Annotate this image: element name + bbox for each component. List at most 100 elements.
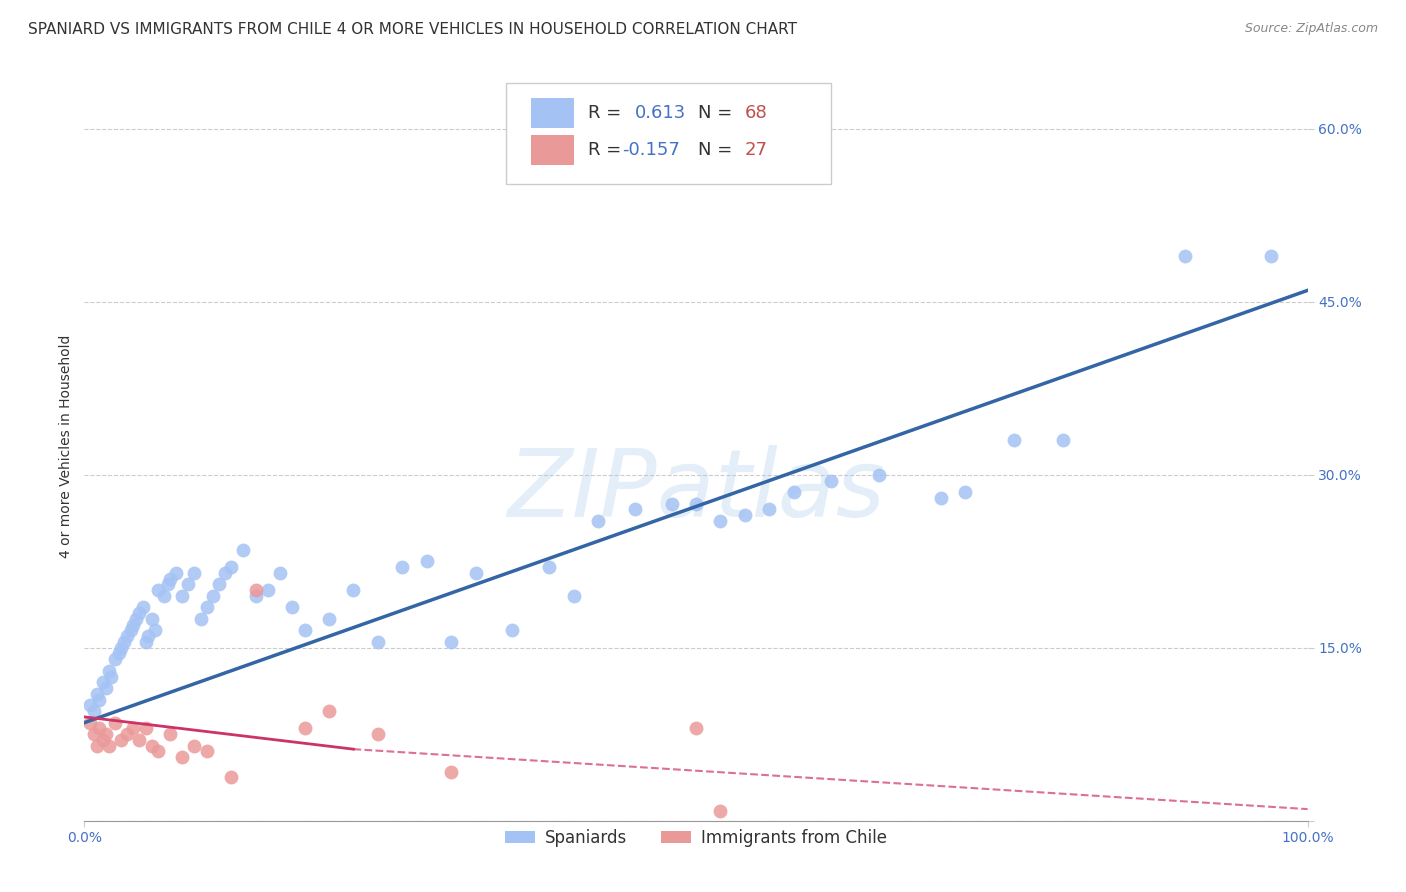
Point xyxy=(96,681,118,695)
Point xyxy=(104,715,127,730)
Point xyxy=(120,624,142,638)
Point xyxy=(107,647,129,661)
Point xyxy=(214,566,236,580)
Text: 27: 27 xyxy=(745,141,768,159)
Text: 0.613: 0.613 xyxy=(636,103,686,121)
Point xyxy=(91,733,114,747)
Point xyxy=(953,485,976,500)
Point xyxy=(294,722,316,736)
Point xyxy=(110,733,132,747)
Text: SPANIARD VS IMMIGRANTS FROM CHILE 4 OR MORE VEHICLES IN HOUSEHOLD CORRELATION CH: SPANIARD VS IMMIGRANTS FROM CHILE 4 OR M… xyxy=(28,22,797,37)
Point xyxy=(83,727,105,741)
Point xyxy=(183,566,205,580)
Point xyxy=(440,765,463,780)
Y-axis label: 4 or more Vehicles in Household: 4 or more Vehicles in Household xyxy=(59,334,73,558)
Point xyxy=(143,624,166,638)
Point xyxy=(195,744,218,758)
FancyBboxPatch shape xyxy=(531,97,574,128)
Point xyxy=(232,542,254,557)
Point xyxy=(318,704,340,718)
Point xyxy=(562,589,585,603)
Point xyxy=(219,770,242,784)
Text: ZIPatlas: ZIPatlas xyxy=(508,445,884,536)
Point xyxy=(342,583,364,598)
Point xyxy=(153,589,176,603)
Point xyxy=(245,583,267,598)
Text: -0.157: -0.157 xyxy=(623,141,681,159)
Point xyxy=(165,566,187,580)
Legend: Spaniards, Immigrants from Chile: Spaniards, Immigrants from Chile xyxy=(499,822,893,854)
Point xyxy=(128,606,150,620)
Point xyxy=(122,722,145,736)
Point xyxy=(97,664,120,678)
Point xyxy=(172,750,194,764)
Point xyxy=(110,640,132,655)
Point xyxy=(156,577,179,591)
FancyBboxPatch shape xyxy=(531,135,574,165)
Point xyxy=(869,467,891,482)
Point xyxy=(367,727,389,741)
Text: N =: N = xyxy=(699,141,738,159)
Point xyxy=(112,635,135,649)
Point xyxy=(177,577,200,591)
Point xyxy=(709,805,731,819)
Point xyxy=(219,560,242,574)
Text: Source: ZipAtlas.com: Source: ZipAtlas.com xyxy=(1244,22,1378,36)
Point xyxy=(146,583,169,598)
Point xyxy=(141,612,163,626)
Point xyxy=(87,692,110,706)
Point xyxy=(1052,434,1074,448)
Text: 68: 68 xyxy=(745,103,768,121)
Point xyxy=(208,577,231,591)
Point xyxy=(122,617,145,632)
Point xyxy=(294,624,316,638)
Point xyxy=(367,635,389,649)
Point xyxy=(86,739,108,753)
Point xyxy=(115,727,138,741)
Point xyxy=(128,733,150,747)
Text: N =: N = xyxy=(699,103,738,121)
Point xyxy=(96,727,118,741)
Point xyxy=(79,698,101,713)
Point xyxy=(91,675,114,690)
Point xyxy=(125,612,148,626)
Point xyxy=(624,502,647,516)
Point xyxy=(183,739,205,753)
Point xyxy=(257,583,280,598)
Point xyxy=(586,514,609,528)
Point xyxy=(100,669,122,683)
Point xyxy=(97,739,120,753)
Point xyxy=(141,739,163,753)
Point xyxy=(135,722,157,736)
Text: R =: R = xyxy=(588,141,627,159)
Point xyxy=(159,727,181,741)
Text: R =: R = xyxy=(588,103,627,121)
Point xyxy=(104,652,127,666)
Point xyxy=(195,600,218,615)
Point xyxy=(685,722,707,736)
Point xyxy=(146,744,169,758)
Point xyxy=(685,497,707,511)
Point xyxy=(269,566,291,580)
Point xyxy=(136,629,159,643)
Point xyxy=(132,600,155,615)
Point xyxy=(661,497,683,511)
Point xyxy=(87,722,110,736)
Point xyxy=(1002,434,1025,448)
Point xyxy=(709,514,731,528)
Point xyxy=(115,629,138,643)
Point xyxy=(281,600,304,615)
Point xyxy=(83,704,105,718)
Point xyxy=(1260,249,1282,263)
Point xyxy=(538,560,561,574)
FancyBboxPatch shape xyxy=(506,83,831,184)
Point xyxy=(416,554,439,568)
Point xyxy=(79,715,101,730)
Point xyxy=(245,589,267,603)
Point xyxy=(190,612,212,626)
Point xyxy=(758,502,780,516)
Point xyxy=(440,635,463,649)
Point xyxy=(1174,249,1197,263)
Point xyxy=(929,491,952,505)
Point xyxy=(159,572,181,586)
